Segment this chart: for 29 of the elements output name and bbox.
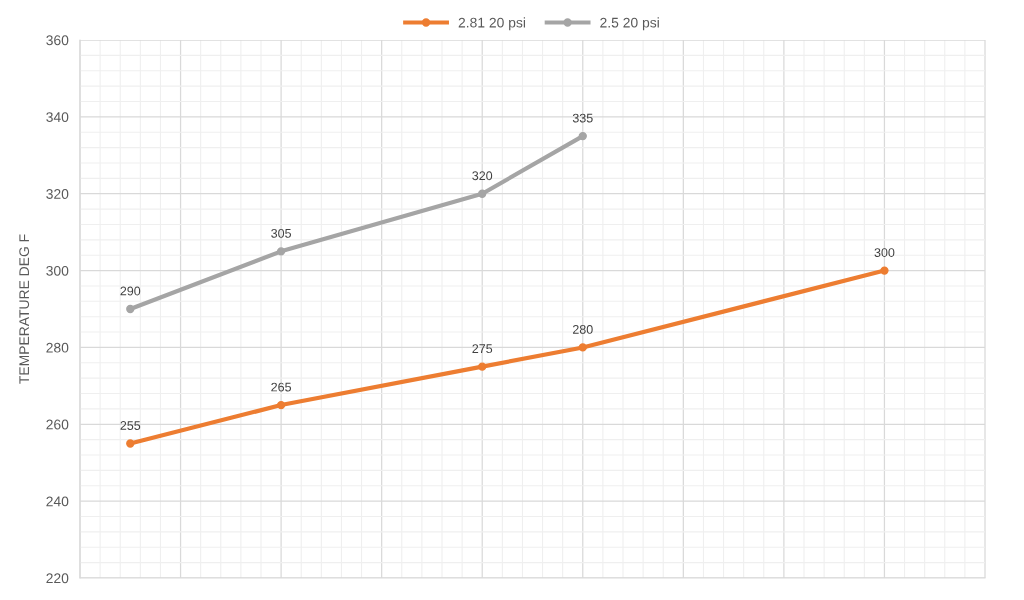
point (276, 400, 286, 410)
data-label: 255 (120, 421, 141, 430)
point (276, 247, 286, 256)
y-tick-label: 360 (46, 35, 69, 46)
point (578, 343, 587, 352)
point (478, 362, 487, 371)
point (126, 304, 135, 314)
point (578, 131, 587, 141)
y-tick-label: 220 (46, 573, 69, 584)
point (880, 266, 889, 275)
data-label: 290 (120, 286, 141, 296)
y-tick-label: 240 (46, 496, 69, 507)
data-label: 305 (271, 228, 292, 238)
legend-label: 2.5 20 psi (600, 17, 659, 31)
y-tick-label: 300 (46, 265, 69, 276)
y-tick-label: 260 (46, 419, 69, 430)
y-tick-label: 280 (46, 342, 69, 353)
y-tick-label: 320 (46, 189, 69, 199)
data-label: 275 (472, 344, 493, 354)
data-label: 320 (472, 171, 493, 181)
legend-label: 2.81 20 psi (458, 17, 526, 31)
data-label: 265 (271, 382, 292, 392)
data-label: 300 (874, 248, 895, 257)
data-label: 335 (572, 113, 593, 123)
y-tick-label: 340 (46, 112, 69, 123)
point (478, 189, 487, 198)
point (126, 439, 135, 448)
data-label: 280 (572, 325, 593, 334)
y-axis-title: TEMPERATURE DEG F (19, 234, 30, 384)
